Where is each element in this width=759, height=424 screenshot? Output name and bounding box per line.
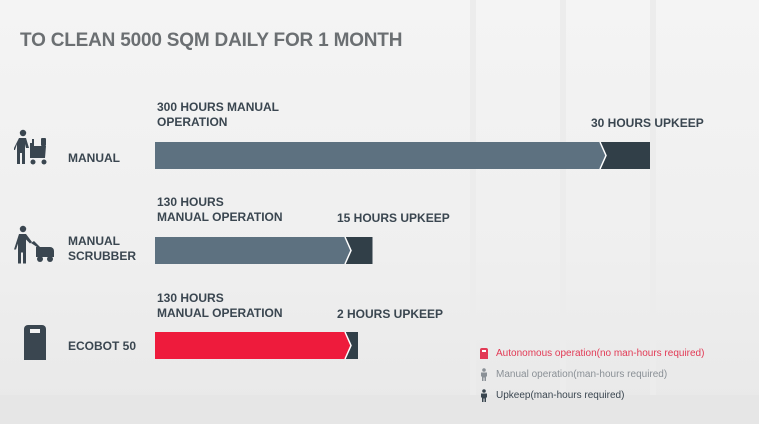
bar-manual-upkeep-segment [600, 142, 650, 169]
bar-manual-divider [599, 141, 607, 170]
person-icon [481, 368, 487, 381]
background-shape [0, 395, 759, 424]
legend: Autonomous operation(no man-hours requir… [480, 343, 704, 406]
chart-title: TO CLEAN 5000 SQM DAILY FOR 1 MONTH [20, 30, 403, 51]
legend-item-manual: Manual operation(man-hours required) [480, 364, 704, 385]
bar-manual-scrubber-upkeep-segment [345, 237, 373, 264]
upkeep-note-manual: 30 HOURS UPKEEP [591, 116, 704, 130]
row-label-manual-scrubber: MANUAL SCRUBBER [68, 234, 137, 263]
operation-note-scrubber: 130 HOURS MANUAL OPERATION [157, 195, 283, 224]
bar-ecobot-operation-segment [155, 332, 351, 359]
robot-icon [480, 347, 488, 359]
operation-note-ecobot: 130 HOURS MANUAL OPERATION [157, 291, 283, 320]
row-label-ecobot: ECOBOT 50 [68, 339, 137, 353]
background-shape [560, 0, 566, 424]
row-label-manual: MANUAL [68, 151, 120, 165]
janitor-cart-icon [14, 129, 47, 165]
legend-label-autonomous: Autonomous operation(no man-hours requir… [496, 348, 705, 359]
background-shape [470, 0, 476, 424]
legend-item-upkeep: Upkeep(man-hours required) [480, 385, 704, 406]
bar-manual-scrubber-divider [344, 236, 352, 265]
ecobot-robot-icon [24, 325, 46, 360]
legend-label-upkeep: Upkeep(man-hours required) [496, 390, 625, 401]
person-icon [481, 389, 487, 402]
operation-note-manual: 300 HOURS MANUAL OPERATION [157, 100, 280, 129]
bar-manual-scrubber-operation-segment [155, 237, 351, 264]
legend-label-manual: Manual operation(man-hours required) [496, 369, 668, 380]
background-shape [650, 0, 656, 424]
upkeep-note-scrubber: 15 HOURS UPKEEP [337, 211, 450, 225]
legend-item-autonomous: Autonomous operation(no man-hours requir… [480, 343, 704, 364]
upkeep-note-ecobot: 2 HOURS UPKEEP [337, 307, 444, 321]
bar-manual-operation-segment [155, 142, 606, 169]
scrubber-operator-icon [14, 225, 54, 264]
bar-ecobot-divider [344, 331, 352, 360]
